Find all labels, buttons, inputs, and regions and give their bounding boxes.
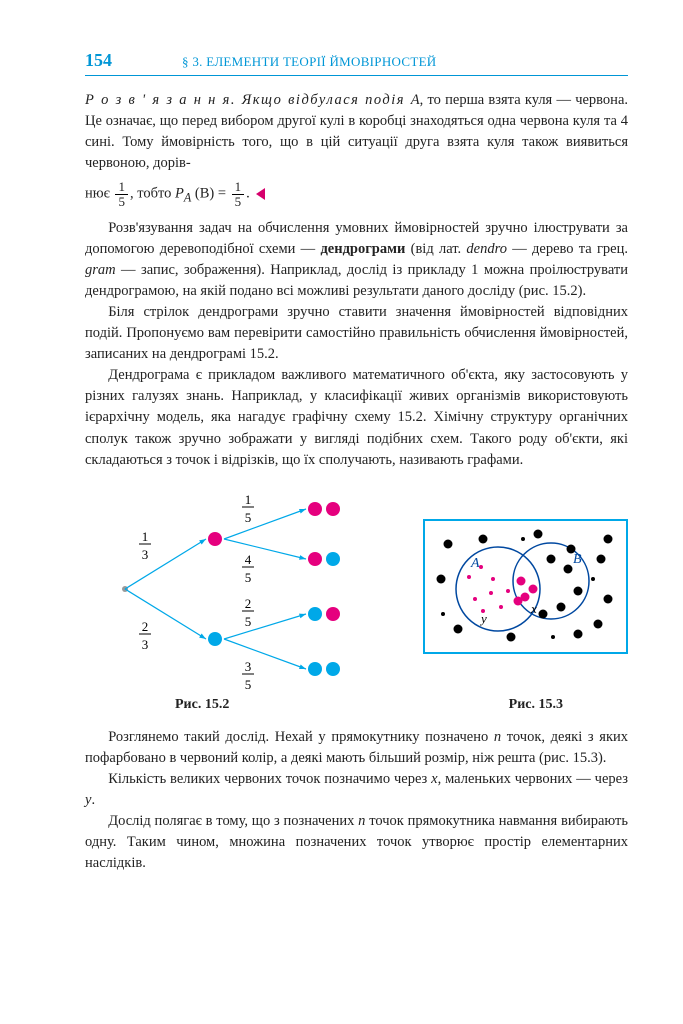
svg-text:2: 2 bbox=[245, 596, 252, 611]
svg-text:3: 3 bbox=[142, 637, 149, 652]
svg-text:B: B bbox=[573, 552, 582, 567]
svg-text:1: 1 bbox=[142, 529, 149, 544]
para-2: Розв'язування задач на обчислення умовни… bbox=[85, 218, 628, 302]
end-marker-icon bbox=[256, 188, 265, 200]
section-title: § 3. ЕЛЕМЕНТИ ТЕОРІЇ ЙМОВІРНОСТЕЙ bbox=[182, 54, 437, 70]
caption-15-2: Рис. 15.2 bbox=[175, 697, 229, 713]
svg-text:A: A bbox=[470, 556, 480, 571]
figure-captions: Рис. 15.2 Рис. 15.3 bbox=[85, 697, 628, 713]
svg-text:1: 1 bbox=[245, 492, 252, 507]
para-7: Дослід полягає в тому, що з позначених n… bbox=[85, 811, 628, 874]
caption-15-3: Рис. 15.3 bbox=[509, 697, 563, 713]
header-rule bbox=[85, 75, 628, 76]
textbook-page: 154 § 3. ЕЛЕМЕНТИ ТЕОРІЇ ЙМОВІРНОСТЕЙ Р … bbox=[0, 0, 683, 1024]
figure-dendrogram: 1 3 2 3 1 5 4 5 2 5 3 5 bbox=[85, 489, 375, 689]
svg-text:5: 5 bbox=[245, 510, 252, 525]
equation-line: нює 15, тобто PA (B) = 15. bbox=[85, 180, 628, 208]
fraction-1-5: 15 bbox=[115, 180, 128, 208]
svg-text:4: 4 bbox=[245, 552, 252, 567]
svg-text:2: 2 bbox=[142, 619, 149, 634]
para-4: Дендрограма є прикладом важливого матема… bbox=[85, 365, 628, 470]
svg-text:3: 3 bbox=[142, 547, 149, 562]
fraction-1-5b: 15 bbox=[232, 180, 245, 208]
svg-text:5: 5 bbox=[245, 677, 252, 689]
page-number: 154 bbox=[85, 50, 112, 71]
page-header: 154 § 3. ЕЛЕМЕНТИ ТЕОРІЇ ЙМОВІРНОСТЕЙ bbox=[85, 50, 628, 71]
para-3: Біля стрілок дендрограми зручно ставити … bbox=[85, 302, 628, 365]
body-text-2: Розглянемо такий дослід. Нехай у прямоку… bbox=[85, 727, 628, 874]
svg-text:y: y bbox=[479, 611, 487, 626]
para-1: Р о з в ' я з а н н я. Якщо відбулася по… bbox=[85, 90, 628, 174]
figure-venn: A By x bbox=[423, 519, 628, 654]
para-5: Розглянемо такий дослід. Нехай у прямоку… bbox=[85, 727, 628, 769]
svg-text:5: 5 bbox=[245, 570, 252, 585]
para-6: Кількість великих червоних точок позначи… bbox=[85, 769, 628, 811]
figures-row: 1 3 2 3 1 5 4 5 2 5 3 5 A By x bbox=[85, 489, 628, 689]
svg-text:5: 5 bbox=[245, 614, 252, 629]
body-text: Р о з в ' я з а н н я. Якщо відбулася по… bbox=[85, 90, 628, 471]
svg-text:3: 3 bbox=[245, 659, 252, 674]
svg-text:x: x bbox=[530, 601, 537, 616]
